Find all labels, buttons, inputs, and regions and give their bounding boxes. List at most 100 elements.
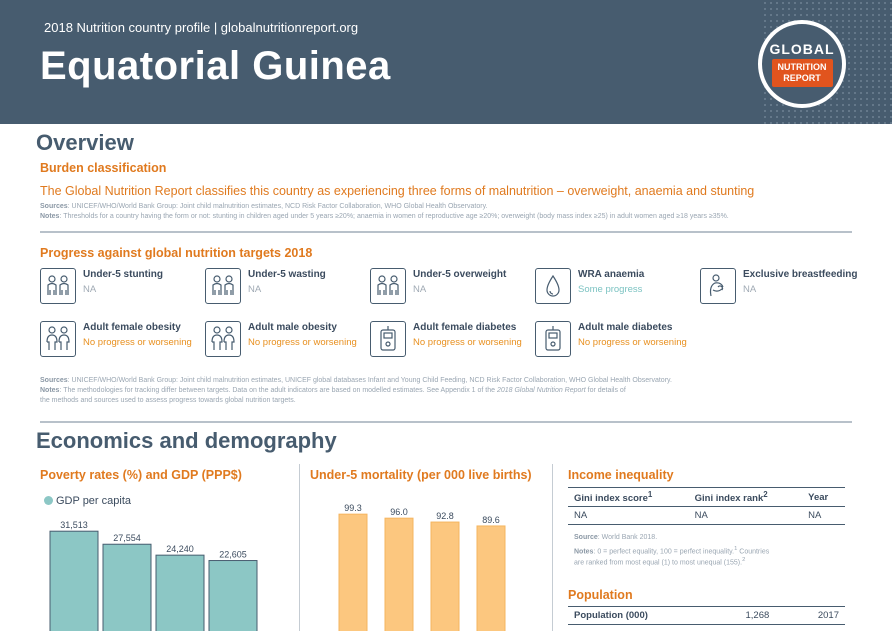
target-name: Adult male diabetes — [578, 322, 673, 333]
burden-sources-text: : UNICEF/WHO/World Bank Group: Joint chi… — [67, 203, 488, 210]
income-notes-text2: Countries — [737, 548, 770, 556]
population-value: 1,268 — [700, 606, 776, 625]
table-row: NA NA NA — [568, 506, 845, 526]
data-label: 22,605 — [219, 550, 247, 560]
target-name: Under-5 stunting — [83, 269, 163, 280]
burden-sources-label: Sources — [40, 203, 68, 210]
progress-notes-label: Notes — [40, 387, 60, 394]
population-label: Population (000) — [568, 606, 700, 625]
mortality-title: Under-5 mortality (per 000 live births) — [310, 468, 532, 482]
target-name: Adult male obesity — [248, 322, 337, 333]
header-text: Gini index score — [574, 493, 648, 505]
target-status: NA — [248, 284, 262, 295]
income-notes-sup2: 2 — [742, 557, 746, 563]
gini-score-cell: NA — [568, 506, 689, 526]
target-item: Adult female diabetes No progress or wors… — [370, 321, 530, 361]
gini-rank-cell: NA — [688, 506, 803, 526]
poverty-title: Poverty rates (%) and GDP (PPP$) — [40, 468, 242, 482]
target-status: Some progress — [578, 284, 643, 295]
logo-badge: NUTRITION REPORT — [771, 59, 833, 87]
data-label: 24,240 — [166, 544, 194, 554]
progress-sources-label: Sources — [40, 377, 68, 384]
target-item: Adult male obesity No progress or worseni… — [205, 321, 365, 361]
header-subtitle: 2018 Nutrition country profile | globaln… — [44, 20, 359, 35]
overview-heading: Overview — [36, 130, 134, 155]
burden-sources: Sources: UNICEF/WHO/World Bank Group: Jo… — [40, 202, 488, 212]
income-source-label: Source — [574, 534, 598, 541]
progress-sources: Sources: UNICEF/WHO/World Bank Group: Jo… — [40, 376, 672, 386]
year-cell: NA — [802, 506, 845, 526]
population-year: 2017 — [775, 606, 845, 625]
target-status: No progress or worsening — [578, 337, 687, 348]
burden-notes-label: Notes — [40, 213, 60, 220]
data-label: 31,513 — [60, 520, 88, 530]
children-icon — [370, 268, 406, 304]
burden-notes: Notes: Thresholds for a country having t… — [40, 212, 729, 222]
bar — [476, 525, 506, 631]
target-name: WRA anaemia — [578, 269, 645, 280]
progress-notes-line2: the methods and sources used to assess p… — [40, 397, 296, 404]
population-title: Population — [568, 588, 633, 602]
data-label: 99.3 — [344, 503, 362, 513]
target-status: No progress or worsening — [83, 337, 192, 348]
blood-drop-icon — [535, 268, 571, 304]
logo-line2: REPORT — [783, 73, 821, 83]
glucose-meter-icon — [535, 321, 571, 357]
column-divider — [552, 464, 553, 631]
target-status: NA — [83, 284, 97, 295]
bar — [430, 521, 460, 631]
glucose-meter-icon — [370, 321, 406, 357]
target-item: Under-5 stunting NA — [40, 268, 200, 308]
progress-notes-text: : The methodologies for tracking differ … — [59, 387, 497, 394]
table-row: Population (000) 1,268 2017 — [568, 606, 845, 625]
burden-heading: Burden classification — [40, 161, 167, 175]
gnr-logo: GLOBAL NUTRITION REPORT — [758, 20, 846, 108]
target-name: Under-5 overweight — [413, 269, 507, 280]
target-item: Adult female obesity No progress or worse… — [40, 321, 200, 361]
target-item: Under-5 wasting NA — [205, 268, 365, 308]
logo-top-text: GLOBAL — [769, 41, 835, 57]
income-notes-sup: 1 — [734, 546, 738, 552]
income-source-text: : World Bank 2018. — [597, 534, 658, 541]
legend-label: GDP per capita — [56, 495, 132, 507]
income-notes-line2: are ranked from most equal (1) to most u… — [574, 555, 745, 568]
burden-notes-text: : Thresholds for a country having the fo… — [59, 213, 729, 220]
target-status: No progress or worsening — [413, 337, 522, 348]
progress-heading: Progress against global nutrition target… — [40, 246, 313, 260]
divider — [40, 421, 852, 423]
income-notes-text: : 0 = perfect equality, 100 = perfect in… — [593, 548, 735, 556]
data-label: 89.6 — [482, 515, 500, 525]
target-status: No progress or worsening — [248, 337, 357, 348]
country-title: Equatorial Guinea — [40, 44, 391, 88]
income-notes-label: Notes — [574, 548, 594, 556]
progress-notes-tail: for details of — [585, 387, 626, 394]
target-name: Adult female diabetes — [413, 322, 517, 333]
target-status: NA — [413, 284, 427, 295]
progress-notes: Notes: The methodologies for tracking di… — [40, 386, 626, 396]
bar — [102, 543, 152, 631]
bar — [384, 517, 414, 631]
income-title: Income inequality — [568, 468, 674, 482]
bar — [155, 554, 205, 631]
economics-heading: Economics and demography — [36, 428, 337, 453]
children-icon — [205, 268, 241, 304]
gini-rank-header: Gini index rank2 — [688, 487, 803, 508]
header-text: Gini index rank — [694, 493, 764, 505]
chart-legend: GDP per capita — [44, 495, 131, 507]
adults-icon — [40, 321, 76, 357]
gdp-bar-chart: 31,513 27,554 24,240 22,605 — [49, 520, 258, 631]
target-item: WRA anaemia Some progress — [535, 268, 695, 308]
income-notes: Notes: 0 = perfect equality, 100 = perfe… — [574, 544, 769, 557]
bar — [208, 560, 258, 631]
target-item: Exclusive breastfeeding NA — [700, 268, 860, 308]
target-item: Under-5 overweight NA — [370, 268, 530, 308]
table-header-row: Gini index score1 Gini index rank2 Year — [568, 487, 845, 508]
bar — [338, 513, 368, 631]
mortality-bar-chart: 99.3 96.0 92.8 89.6 — [338, 503, 506, 631]
adults-icon — [205, 321, 241, 357]
year-header: Year — [802, 487, 845, 508]
data-label: 92.8 — [436, 511, 454, 521]
target-name: Exclusive breastfeeding — [743, 269, 858, 280]
income-table: Gini index score1 Gini index rank2 Year … — [568, 487, 845, 526]
target-status: NA — [743, 284, 757, 295]
